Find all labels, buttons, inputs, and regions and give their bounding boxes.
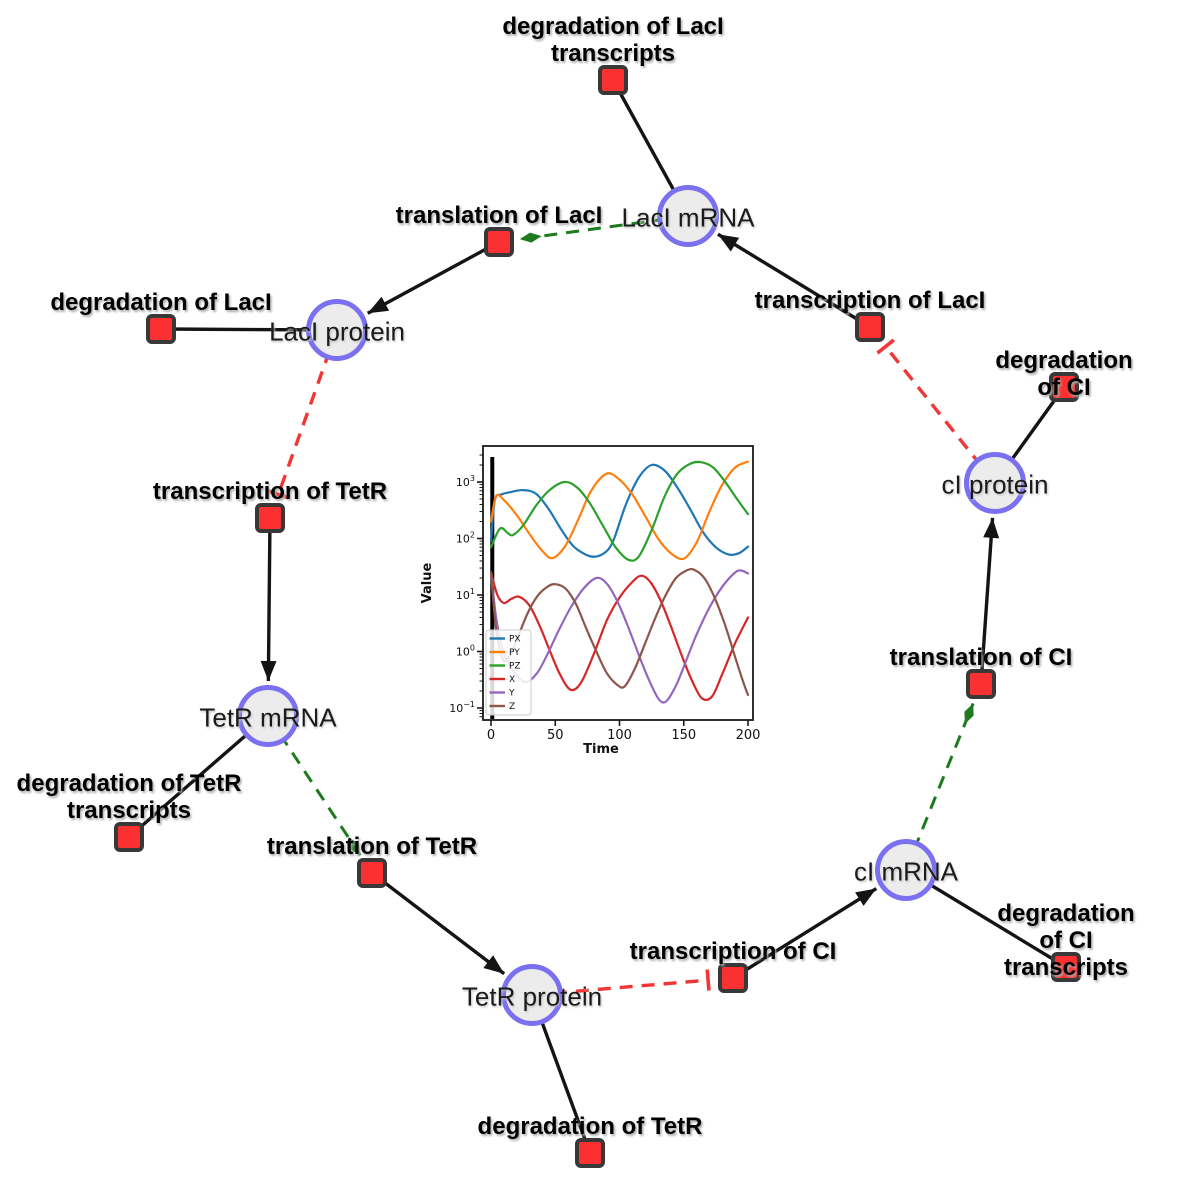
reaction-node-degradation-of-ci xyxy=(1049,372,1079,402)
edge-production-translation-of-tetr-to-tetr-protein xyxy=(370,871,506,976)
edge-production-translation-of-laci-to-laci-protein xyxy=(366,240,500,315)
species-node-ci-mrna xyxy=(875,839,937,901)
species-node-tetr-protein xyxy=(501,964,563,1026)
x-tick-label: 150 xyxy=(671,728,696,743)
legend: PX PY PZ XYZ xyxy=(485,629,532,716)
series-line-PX xyxy=(489,463,750,558)
legend-label-PY: PY xyxy=(509,648,520,658)
legend-label-PZ: PZ xyxy=(509,662,521,672)
reaction-node-transcription-of-ci xyxy=(718,963,748,993)
series-line-Z xyxy=(489,568,750,697)
species-node-laci-protein xyxy=(306,299,368,361)
reaction-node-translation-of-laci xyxy=(484,227,514,257)
x-tick-label: 200 xyxy=(736,728,761,743)
x-tick-label: 100 xyxy=(607,728,632,743)
y-axis-label: Value xyxy=(420,562,435,603)
reaction-node-transcription-of-tetr xyxy=(255,503,285,533)
y-tick-label: 10−1 xyxy=(449,700,475,715)
y-tick-label: 100 xyxy=(456,644,475,659)
reaction-node-transcription-of-laci xyxy=(855,312,885,342)
y-tick-label: 101 xyxy=(456,587,475,602)
legend-label-Y: Y xyxy=(508,689,515,699)
y-tick-label: 103 xyxy=(456,474,475,489)
reaction-node-degradation-of-laci-transcripts xyxy=(598,65,628,95)
series-line-PZ xyxy=(489,460,750,562)
edge-production-transcription-of-laci-to-laci-mrna xyxy=(716,232,871,329)
species-node-laci-mrna xyxy=(657,185,719,247)
reaction-node-degradation-of-tetr xyxy=(575,1138,605,1168)
edge-consumption-ci-mrna-to-degradation-of-ci-transcripts xyxy=(905,868,1067,969)
legend-label-X: X xyxy=(509,675,515,685)
reaction-node-degradation-of-laci xyxy=(146,314,176,344)
species-node-ci-protein xyxy=(964,452,1026,514)
edge-production-translation-of-ci-to-ci-protein xyxy=(979,517,1000,685)
reaction-node-degradation-of-tetr-transcripts xyxy=(114,822,144,852)
reaction-node-translation-of-tetr xyxy=(357,858,387,888)
reaction-node-degradation-of-ci-transcripts xyxy=(1051,952,1081,982)
x-axis-label: Time xyxy=(583,742,619,757)
edge-production-transcription-of-tetr-to-tetr-mrna xyxy=(260,517,277,682)
legend-label-Z: Z xyxy=(509,702,515,712)
reaction-node-translation-of-ci xyxy=(966,669,996,699)
x-tick-label: 50 xyxy=(547,728,564,743)
edge-production-transcription-of-ci-to-ci-mrna xyxy=(732,887,878,980)
x-tick-label: 0 xyxy=(487,728,495,743)
series-line-X xyxy=(489,571,750,701)
legend-label-PX: PX xyxy=(509,635,521,645)
y-tick-label: 102 xyxy=(456,531,475,546)
species-node-tetr-mrna xyxy=(237,685,299,747)
